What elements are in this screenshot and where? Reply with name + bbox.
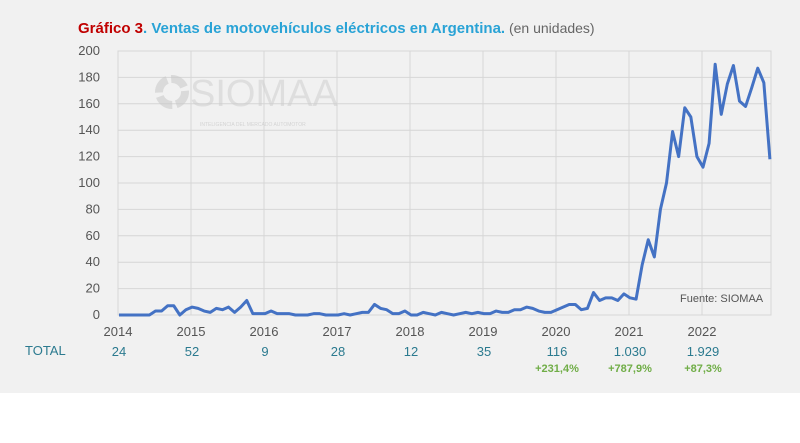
x-tick-label: 2019 bbox=[469, 324, 498, 339]
title-dot: . bbox=[143, 20, 148, 37]
chart-panel bbox=[0, 0, 800, 393]
x-tick-label: 2015 bbox=[177, 324, 206, 339]
year-total: 28 bbox=[331, 344, 345, 359]
x-tick-label: 2014 bbox=[104, 324, 133, 339]
year-growth: +87,3% bbox=[684, 363, 722, 375]
year-total: 1.929 bbox=[687, 344, 720, 359]
y-tick-label: 20 bbox=[86, 281, 100, 296]
y-tick-label: 160 bbox=[78, 96, 100, 111]
y-tick-label: 0 bbox=[93, 307, 100, 322]
year-total: 24 bbox=[112, 344, 126, 359]
x-axis-ticks: 2014 2015 2016 2017 2018 2019 2020 2021 2022 bbox=[104, 324, 717, 339]
y-tick-label: 180 bbox=[78, 69, 100, 84]
year-total: 116 bbox=[547, 344, 568, 359]
totals-label: TOTAL bbox=[25, 343, 66, 358]
source-note: Fuente: SIOMAA bbox=[680, 293, 764, 305]
y-tick-label: 40 bbox=[86, 254, 100, 269]
year-total: 9 bbox=[261, 344, 268, 359]
title-unit: (en unidades) bbox=[505, 20, 595, 36]
x-tick-label: 2016 bbox=[250, 324, 279, 339]
y-tick-label: 80 bbox=[86, 201, 100, 216]
year-total: 52 bbox=[185, 344, 199, 359]
year-total: 35 bbox=[477, 344, 491, 359]
title-main: Ventas de motovehículos eléctricos en Ar… bbox=[147, 20, 506, 37]
year-growth: +231,4% bbox=[535, 363, 579, 375]
siomaa-watermark: SIOMAA INTELIGENCIA DEL MERCADO AUTOMOTO… bbox=[155, 73, 338, 128]
year-total: 1.030 bbox=[614, 344, 647, 359]
x-tick-label: 2022 bbox=[688, 324, 717, 339]
x-tick-label: 2020 bbox=[542, 324, 571, 339]
x-tick-label: 2021 bbox=[615, 324, 644, 339]
gear-logo-icon bbox=[155, 75, 189, 109]
x-tick-label: 2017 bbox=[323, 324, 352, 339]
x-tick-label: 2018 bbox=[396, 324, 425, 339]
title-prefix: Gráfico 3 bbox=[78, 20, 144, 37]
watermark-tagline: INTELIGENCIA DEL MERCADO AUTOMOTOR bbox=[200, 122, 306, 128]
series-points bbox=[118, 64, 770, 316]
year-growth: +787,9% bbox=[608, 363, 652, 375]
y-tick-label: 120 bbox=[78, 149, 100, 164]
y-tick-label: 100 bbox=[78, 175, 100, 190]
y-tick-label: 60 bbox=[86, 228, 100, 243]
y-tick-label: 200 bbox=[78, 43, 100, 58]
series-line bbox=[119, 62, 772, 317]
chart-title: Gráfico 3. Ventas de motovehículos eléct… bbox=[78, 19, 595, 38]
y-tick-label: 140 bbox=[78, 122, 100, 137]
year-total: 12 bbox=[404, 344, 418, 359]
y-axis-ticks: 0 20 40 60 80 100 120 140 160 180 200 bbox=[78, 43, 100, 322]
yearly-totals: 24 52 9 28 12 35 116 +231,4% 1.030 +787,9% 1.929 +8… bbox=[112, 344, 722, 375]
grid bbox=[117, 50, 772, 316]
watermark-brand: SIOMAA bbox=[190, 73, 338, 115]
